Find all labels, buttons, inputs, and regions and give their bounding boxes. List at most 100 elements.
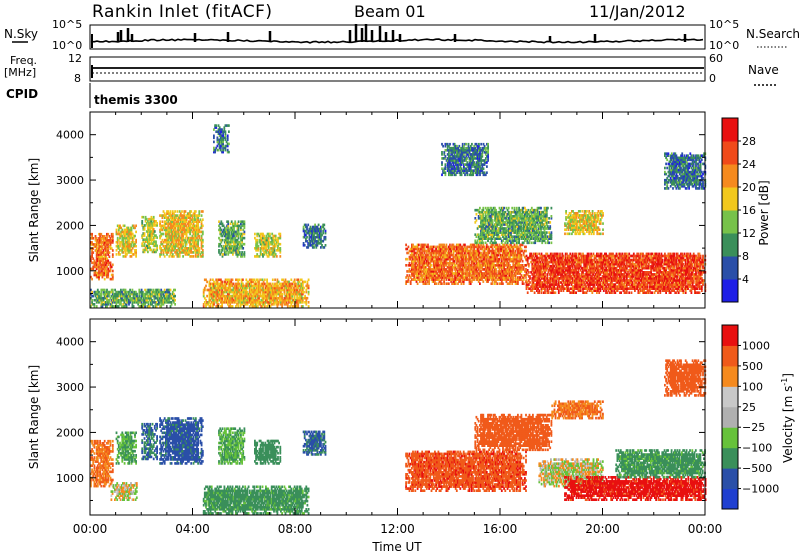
data-cell <box>491 272 494 275</box>
data-cell <box>111 263 114 267</box>
data-cell <box>311 233 314 237</box>
data-cell <box>273 247 276 250</box>
data-cell <box>505 259 508 263</box>
data-cell <box>459 253 462 257</box>
data-cell <box>510 259 512 263</box>
data-cell <box>184 220 187 223</box>
data-cell <box>276 298 279 302</box>
data-cell <box>495 274 497 277</box>
data-cell <box>107 292 110 296</box>
data-cell <box>299 288 302 292</box>
data-cell <box>498 266 501 269</box>
data-cell <box>513 274 516 277</box>
data-cell <box>452 278 455 281</box>
data-cell <box>526 291 529 294</box>
data-cell <box>223 238 226 242</box>
data-cell <box>197 232 199 236</box>
data-cell <box>299 286 302 290</box>
data-cell <box>495 259 497 263</box>
data-cell <box>468 276 471 279</box>
data-cell <box>419 259 421 263</box>
data-cell <box>116 292 119 296</box>
data-cell <box>95 255 98 258</box>
data-cell <box>123 247 126 250</box>
data-cell <box>315 244 318 247</box>
data-cell <box>140 301 143 304</box>
data-cell <box>453 247 456 251</box>
data-cell <box>192 228 195 232</box>
data-cell <box>263 282 266 286</box>
data-cell <box>320 231 322 235</box>
data-cell <box>246 284 249 288</box>
data-cell <box>134 234 136 238</box>
data-cell <box>289 292 291 296</box>
data-cell <box>438 253 441 257</box>
data-cell <box>209 292 212 296</box>
data-cell <box>91 243 93 246</box>
data-cell <box>184 240 187 244</box>
data-cell <box>160 296 163 300</box>
data-cell <box>308 231 311 235</box>
data-cell <box>197 218 199 221</box>
data-cell <box>115 292 118 296</box>
data-cell <box>235 244 238 248</box>
data-cell <box>422 272 425 275</box>
data-cell <box>272 240 275 244</box>
data-cell <box>127 238 129 242</box>
data-cell <box>149 248 152 252</box>
data-cell <box>91 290 93 294</box>
data-cell <box>436 249 439 253</box>
data-cell <box>159 230 161 234</box>
data-cell <box>229 296 232 300</box>
data-cell <box>529 287 531 290</box>
data-cell <box>194 242 197 246</box>
data-cell <box>215 280 218 284</box>
data-cell <box>98 259 100 263</box>
data-cell <box>108 292 111 296</box>
data-cell <box>538 252 541 256</box>
data-cell <box>476 245 479 249</box>
data-cell <box>481 245 484 249</box>
data-cell <box>421 280 424 283</box>
data-cell <box>459 274 462 277</box>
data-cell <box>158 288 160 292</box>
data-cell <box>307 286 310 290</box>
data-cell <box>129 251 132 254</box>
data-cell <box>101 265 104 269</box>
data-cell <box>94 249 97 252</box>
data-cell <box>95 249 98 252</box>
data-cell <box>450 245 452 249</box>
data-cell <box>509 274 511 277</box>
data-cell <box>229 234 232 238</box>
data-cell <box>288 294 290 298</box>
data-cell <box>184 232 187 236</box>
data-cell <box>177 242 180 246</box>
data-cell <box>518 257 520 261</box>
data-cell <box>534 283 537 286</box>
data-cell <box>147 303 150 306</box>
data-cell <box>279 247 282 250</box>
data-cell <box>120 290 122 294</box>
data-cell <box>421 249 424 253</box>
data-cell <box>134 226 136 230</box>
data-cell <box>109 243 112 246</box>
data-cell <box>167 228 170 232</box>
data-cell <box>235 230 238 234</box>
data-cell <box>203 278 206 282</box>
data-cell <box>264 240 267 244</box>
data-cell <box>120 234 122 238</box>
data-cell <box>522 282 525 285</box>
data-cell <box>98 239 100 242</box>
data-cell <box>450 257 452 261</box>
data-cell <box>252 303 255 306</box>
data-cell <box>115 296 118 300</box>
data-cell <box>173 244 175 248</box>
data-cell <box>487 272 489 275</box>
data-cell <box>449 243 451 247</box>
data-cell <box>273 253 276 256</box>
data-cell <box>181 230 183 234</box>
data-cell <box>438 259 441 263</box>
data-cell <box>141 290 144 294</box>
data-cell <box>464 243 466 247</box>
data-cell <box>432 274 435 277</box>
